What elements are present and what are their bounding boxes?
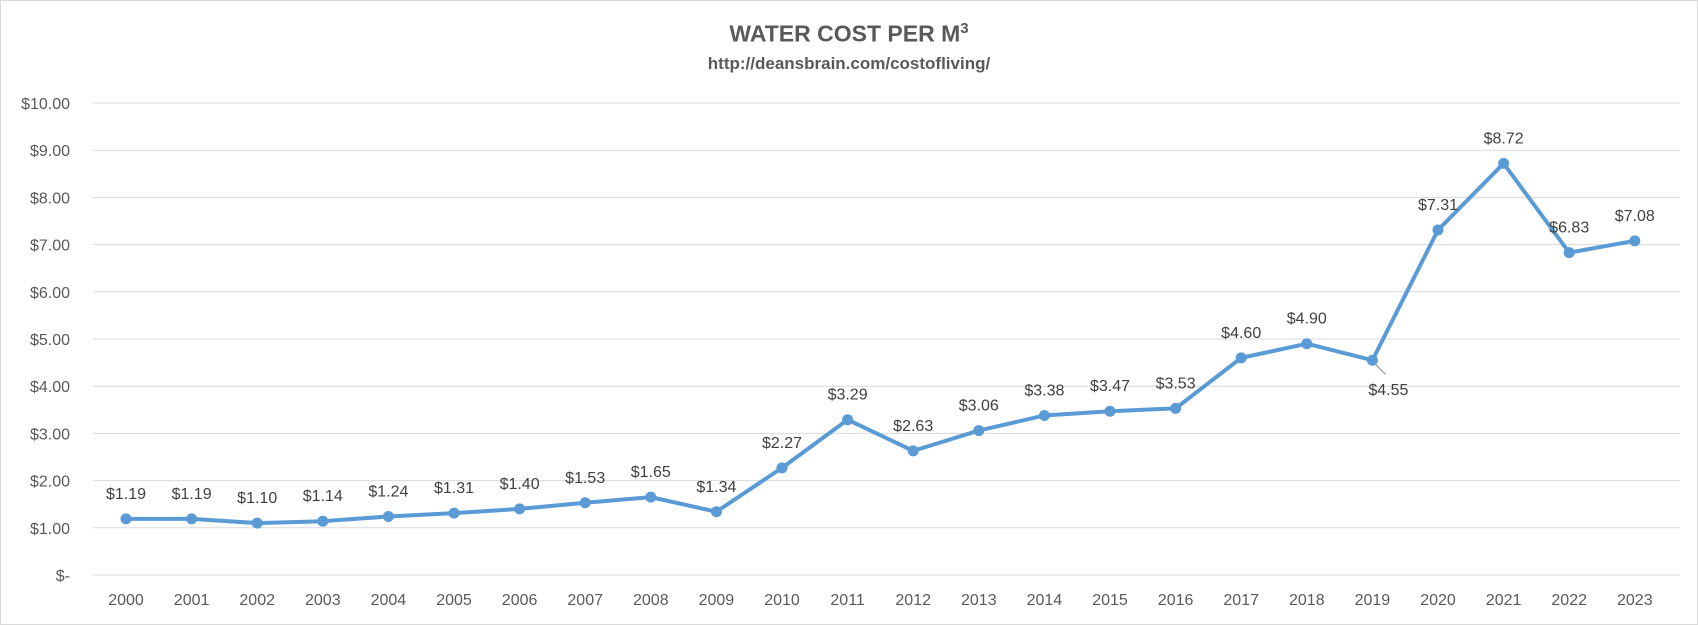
data-label: $1.34 [696,479,736,496]
data-label: $3.29 [828,387,868,404]
data-label: $6.83 [1549,220,1589,237]
data-label: $4.55 [1368,382,1408,399]
y-tick-label: $9.00 [30,143,70,160]
y-tick-label: $- [56,568,70,585]
y-tick-label: $1.00 [30,521,70,538]
data-label: $1.19 [172,486,212,503]
data-point [842,414,854,426]
data-point [1038,409,1050,421]
data-label: $7.08 [1615,208,1655,225]
y-tick-label: $6.00 [30,285,70,302]
x-tick-label: 2001 [174,592,210,609]
data-point [1301,338,1313,350]
x-tick-label: 2007 [567,592,603,609]
chart-subtitle: http://deansbrain.com/costofliving/ [707,54,991,73]
x-tick-label: 2016 [1158,592,1194,609]
series-line [126,161,1636,526]
data-label: $4.90 [1287,311,1327,328]
data-point [514,503,526,515]
data-label-leader [1374,363,1386,375]
data-point [776,462,788,474]
x-tick-label: 2018 [1289,592,1325,609]
x-tick-label: 2004 [371,592,407,609]
x-tick-label: 2011 [830,592,865,609]
data-label: $1.31 [434,480,474,497]
data-point [579,497,591,509]
data-label: $1.24 [368,483,408,500]
data-label: $3.38 [1024,382,1064,399]
data-point [710,506,722,518]
data-label: $2.27 [762,435,802,452]
data-label: $1.40 [500,476,540,493]
data-label: $3.53 [1156,375,1196,392]
data-point [1235,352,1247,364]
x-tick-label: 2006 [502,592,538,609]
data-label: $1.19 [106,486,146,503]
data-point [1563,247,1575,259]
x-tick-label: 2020 [1420,592,1456,609]
data-label: $2.63 [893,418,933,435]
data-point [1498,157,1510,169]
data-point [186,513,198,525]
x-tick-label: 2021 [1486,592,1522,609]
data-point [382,510,394,522]
x-tick-label: 2002 [239,592,275,609]
chart-title-superscript: 3 [960,20,969,37]
y-tick-label: $7.00 [30,238,70,255]
x-tick-label: 2012 [895,592,931,609]
x-tick-label: 2023 [1617,592,1653,609]
data-point [1432,224,1444,236]
data-point [1629,235,1641,247]
y-tick-label: $3.00 [30,426,70,443]
data-point [251,517,263,529]
y-tick-label: $8.00 [30,190,70,207]
data-point [1104,405,1116,417]
data-label: $4.60 [1221,325,1261,342]
x-tick-label: 2003 [305,592,341,609]
data-label: $3.47 [1090,378,1130,395]
data-point [317,515,329,527]
y-tick-label: $4.00 [30,379,70,396]
x-tick-label: 2019 [1355,592,1391,609]
x-tick-label: 2013 [961,592,997,609]
y-tick-label: $5.00 [30,332,70,349]
data-point [973,425,985,437]
y-tick-label: $2.00 [30,474,70,491]
x-tick-label: 2010 [764,592,800,609]
x-tick-label: 2008 [633,592,669,609]
x-tick-label: 2000 [108,592,144,609]
data-label: $3.06 [959,398,999,415]
x-tick-label: 2022 [1551,592,1587,609]
x-tick-label: 2005 [436,592,472,609]
y-tick-label: $10.00 [21,96,70,113]
data-label: $7.31 [1418,197,1458,214]
data-label: $8.72 [1484,130,1524,147]
data-label: $1.65 [631,464,671,481]
data-point [448,507,460,519]
chart-title-main: WATER COST PER M [729,20,961,47]
data-label: $1.53 [565,470,605,487]
data-point [120,513,132,525]
data-point [1366,354,1378,366]
data-point [1170,402,1182,414]
x-tick-label: 2017 [1223,592,1259,609]
data-point [907,445,919,457]
x-tick-label: 2015 [1092,592,1128,609]
chart-title: WATER COST PER M3 [0,20,1698,48]
x-tick-label: 2014 [1027,592,1063,609]
data-label: $1.10 [237,490,277,507]
data-label: $1.14 [303,488,343,505]
x-tick-label: 2009 [699,592,735,609]
data-point [645,491,657,503]
